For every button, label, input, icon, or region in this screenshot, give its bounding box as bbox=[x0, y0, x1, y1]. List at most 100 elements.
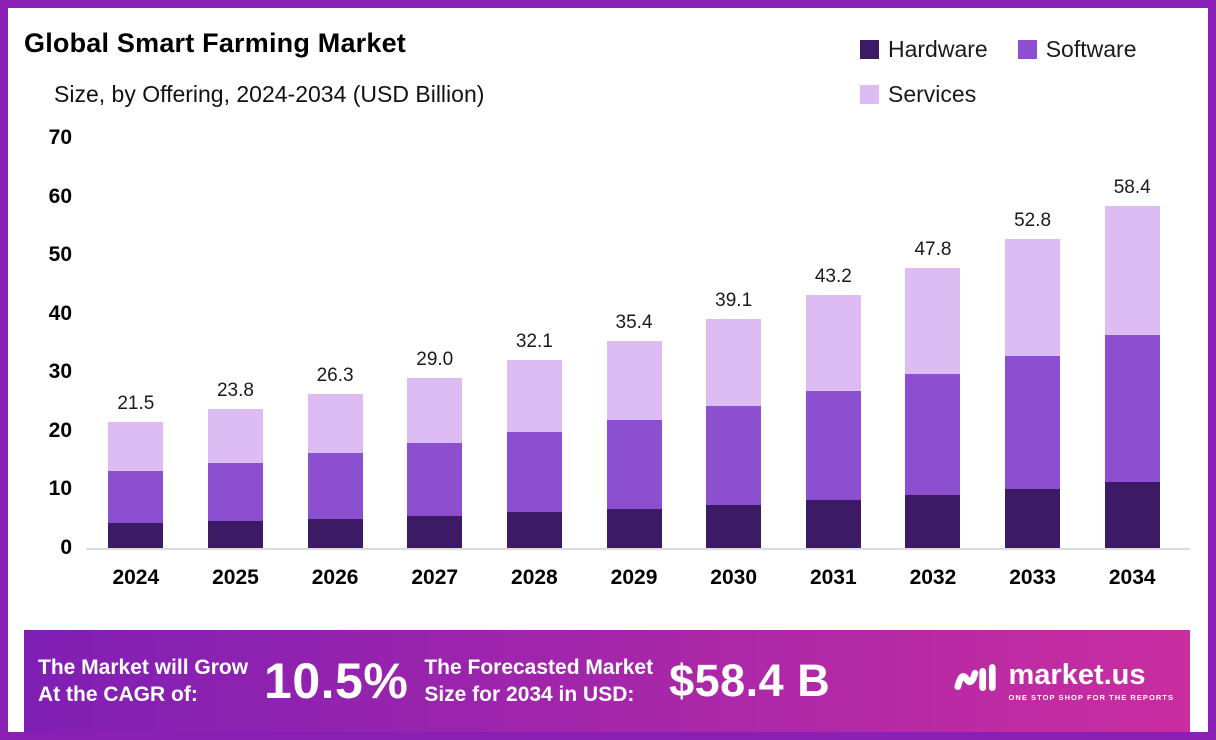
bar-column: 43.2 bbox=[783, 138, 883, 548]
stacked-bar bbox=[805, 295, 861, 548]
bar-segment-services bbox=[1005, 238, 1061, 356]
bar-segment-hardware bbox=[1005, 488, 1061, 548]
bar-total-label: 35.4 bbox=[615, 311, 653, 333]
bar-segment-software bbox=[905, 374, 961, 495]
stacked-bar bbox=[506, 360, 562, 548]
chart-area: 0 10 20 30 40 50 60 70 21.5 23.8 26.3 29.0 32.1 35.4… bbox=[24, 126, 1190, 590]
bar-segment-services bbox=[1104, 205, 1160, 336]
y-tick-label: 40 bbox=[48, 301, 72, 325]
stacked-bar bbox=[108, 422, 164, 548]
x-axis-label: 2030 bbox=[710, 566, 758, 589]
chart-subtitle: Size, by Offering, 2024-2034 (USD Billio… bbox=[54, 81, 485, 107]
brand-text: market.us ONE STOP SHOP FOR THE REPORTS bbox=[1008, 660, 1174, 702]
legend-label: Software bbox=[1045, 36, 1137, 62]
bar-segment-services bbox=[108, 422, 164, 471]
y-tick-label: 70 bbox=[48, 126, 72, 149]
x-axis-label: 2027 bbox=[411, 566, 459, 589]
bar-segment-services bbox=[706, 319, 762, 407]
bar-total-label: 43.2 bbox=[814, 266, 852, 287]
bar-column: 52.8 bbox=[983, 138, 1083, 548]
bar-column: 58.4 bbox=[1082, 138, 1182, 548]
services-swatch-icon bbox=[860, 85, 879, 104]
x-axis-label: 2028 bbox=[511, 566, 558, 589]
chart-card: Global Smart Farming Market Size, by Off… bbox=[8, 8, 1208, 732]
bar-segment-services bbox=[805, 295, 861, 392]
bar-segment-hardware bbox=[506, 512, 562, 548]
bar-segment-software bbox=[1104, 335, 1160, 483]
banner-mid-text: The Forecasted Market Size for 2034 in U… bbox=[424, 654, 653, 709]
bar-segment-services bbox=[905, 268, 961, 375]
bar-segment-hardware bbox=[706, 504, 762, 548]
bar-segment-software bbox=[207, 462, 263, 522]
bar-segment-software bbox=[1005, 355, 1061, 489]
stacked-bar bbox=[706, 319, 762, 548]
bar-segment-hardware bbox=[108, 522, 164, 548]
hardware-swatch-icon bbox=[860, 40, 879, 59]
y-tick-label: 50 bbox=[48, 243, 72, 267]
bar-segment-hardware bbox=[307, 518, 363, 548]
legend-label: Services bbox=[888, 81, 977, 107]
bar-segment-software bbox=[407, 442, 463, 516]
bar-segment-software bbox=[506, 432, 562, 513]
bar-total-label: 26.3 bbox=[316, 364, 354, 386]
legend-item-hardware: Hardware bbox=[860, 36, 988, 63]
cagr-value: 10.5% bbox=[264, 653, 409, 709]
bar-total-label: 58.4 bbox=[1113, 176, 1151, 198]
banner-mid-line2: Size for 2034 in USD: bbox=[424, 683, 635, 706]
x-axis-label: 2024 bbox=[112, 566, 160, 589]
x-axis-label: 2034 bbox=[1108, 566, 1156, 589]
forecast-value: $58.4 B bbox=[669, 655, 831, 706]
plot-and-x: 21.5 23.8 26.3 29.0 32.1 35.4 39.1 43.2 47.8 52.8… bbox=[86, 138, 1190, 590]
bar-segment-software bbox=[706, 406, 762, 505]
bar-segment-services bbox=[506, 360, 562, 433]
bar-segment-hardware bbox=[1104, 482, 1160, 548]
y-tick-label: 0 bbox=[60, 536, 72, 559]
y-tick-label: 20 bbox=[48, 418, 72, 442]
bar-total-label: 23.8 bbox=[216, 379, 254, 401]
banner-mid-line1: The Forecasted Market bbox=[424, 655, 654, 679]
bar-column: 35.4 bbox=[584, 138, 684, 548]
cagr-banner: The Market will Grow At the CAGR of: 10.… bbox=[24, 630, 1190, 732]
bar-column: 23.8 bbox=[186, 138, 286, 548]
legend-label: Hardware bbox=[888, 36, 988, 62]
x-axis-label: 2029 bbox=[610, 566, 658, 589]
stacked-bar bbox=[1104, 205, 1160, 548]
stacked-bar bbox=[1005, 238, 1061, 548]
bar-column: 29.0 bbox=[385, 138, 485, 548]
x-axis-label: 2026 bbox=[311, 566, 359, 589]
y-tick-label: 10 bbox=[48, 477, 72, 501]
y-tick-label: 30 bbox=[48, 360, 72, 384]
marketus-logo-icon bbox=[953, 659, 999, 704]
banner-left-line1: The Market will Grow bbox=[38, 655, 249, 679]
x-axis-label: 2025 bbox=[212, 566, 259, 589]
software-swatch-icon bbox=[1017, 40, 1037, 59]
chart-header: Global Smart Farming Market Size, by Off… bbox=[24, 22, 1190, 108]
brand-tagline: ONE STOP SHOP FOR THE REPORTS bbox=[1008, 692, 1174, 702]
title-block: Global Smart Farming Market Size, by Off… bbox=[24, 22, 484, 108]
bar-segment-hardware bbox=[905, 494, 961, 548]
legend: Hardware Software Services bbox=[860, 22, 1190, 108]
plot-area: 21.5 23.8 26.3 29.0 32.1 35.4 39.1 43.2 47.8 52.8… bbox=[86, 138, 1190, 550]
bar-column: 32.1 bbox=[485, 138, 585, 548]
bar-segment-software bbox=[606, 419, 662, 509]
bar-segment-services bbox=[207, 408, 263, 463]
bar-column: 47.8 bbox=[883, 138, 983, 548]
legend-item-services: Services bbox=[860, 81, 976, 108]
stacked-bar bbox=[905, 268, 961, 548]
bar-segment-hardware bbox=[805, 499, 861, 548]
bar-segment-hardware bbox=[207, 521, 263, 548]
stacked-bar bbox=[307, 393, 363, 548]
bar-total-label: 47.8 bbox=[914, 239, 952, 261]
chart-title: Global Smart Farming Market bbox=[24, 28, 406, 58]
brand-block: market.us ONE STOP SHOP FOR THE REPORTS bbox=[953, 659, 1174, 704]
bar-total-label: 39.1 bbox=[715, 290, 753, 312]
bar-column: 26.3 bbox=[285, 138, 385, 548]
bar-segment-services bbox=[307, 393, 363, 454]
bar-total-label: 52.8 bbox=[1014, 209, 1052, 231]
bar-total-label: 29.0 bbox=[416, 349, 454, 371]
bar-total-label: 21.5 bbox=[117, 393, 155, 415]
x-axis-label: 2033 bbox=[1009, 566, 1056, 589]
stacked-bar bbox=[606, 340, 662, 548]
x-axis-labels: 2024 2025 2026 2027 2028 2029 2030 2031 2032 2033… bbox=[86, 566, 1190, 590]
